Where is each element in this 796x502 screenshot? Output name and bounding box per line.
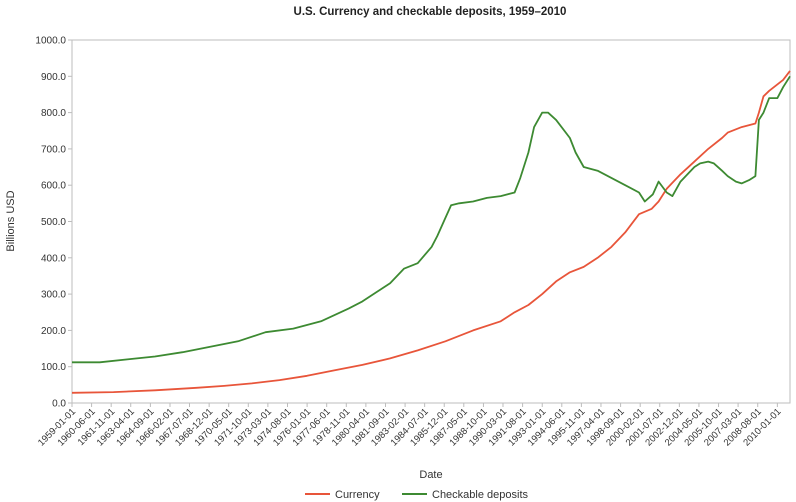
y-tick-label: 100.0 (41, 362, 66, 373)
y-tick-label: 800.0 (41, 108, 66, 119)
y-axis: 0.0 100.0 200.0 300.0 400.0 500.0 600.0 700.0 80… (35, 36, 72, 410)
y-tick-label: 400.0 (41, 253, 66, 264)
y-tick-label: 600.0 (41, 181, 66, 192)
legend: Currency Checkable deposits (305, 489, 529, 501)
y-tick-label: 700.0 (41, 144, 66, 155)
x-axis: 1959-01-011960-06-011961-11-011963-04-01… (36, 403, 783, 448)
series-line-currency (71, 70, 791, 394)
x-axis-label: Date (419, 469, 442, 481)
y-tick-label: 200.0 (41, 326, 66, 337)
plot-area (71, 39, 791, 404)
chart-title: U.S. Currency and checkable deposits, 19… (294, 6, 567, 18)
y-tick-label: 1000.0 (35, 36, 66, 47)
y-axis-label: Billions USD (5, 190, 17, 251)
y-tick-label: 900.0 (41, 72, 66, 83)
y-tick-label: 300.0 (41, 290, 66, 301)
legend-label-currency: Currency (335, 489, 380, 501)
y-tick-label: 0.0 (52, 399, 66, 410)
series-line-checkable-deposits (72, 75, 791, 364)
legend-label-checkable-deposits: Checkable deposits (432, 489, 529, 501)
y-tick-label: 500.0 (41, 217, 66, 228)
series-layer (71, 70, 791, 394)
